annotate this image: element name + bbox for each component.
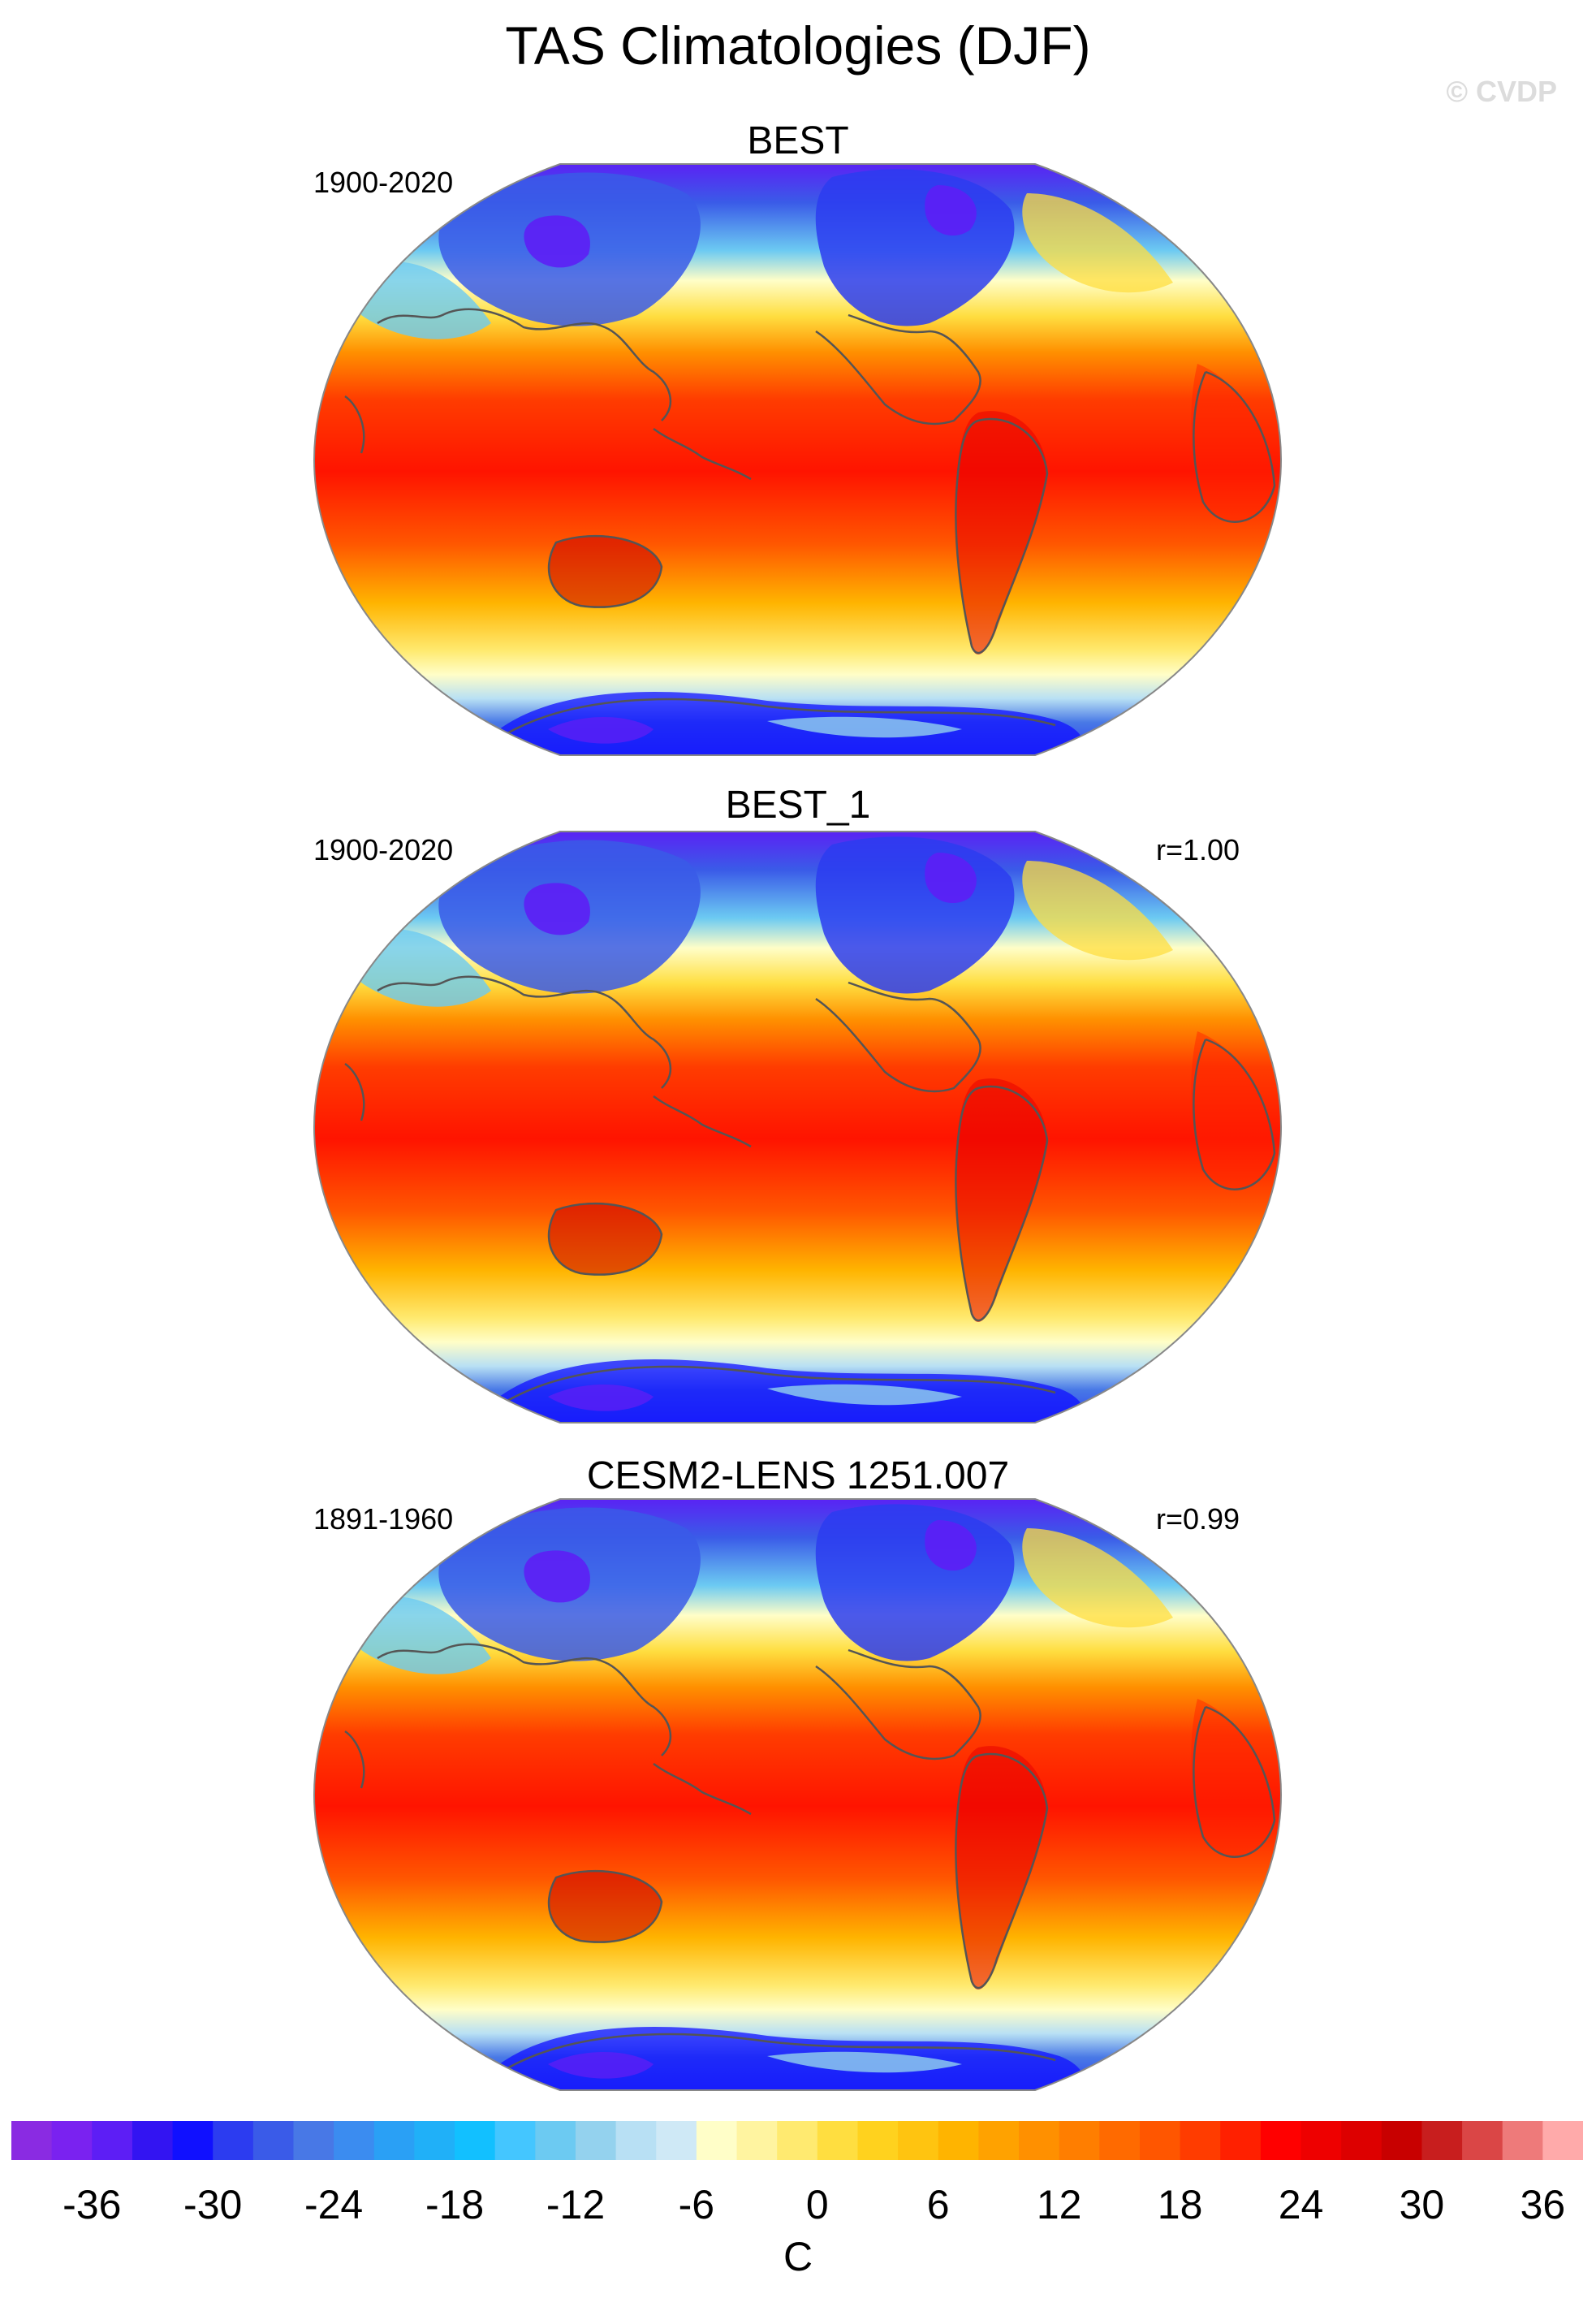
colorbar-box xyxy=(455,2121,496,2160)
colorbar-box xyxy=(334,2121,375,2160)
colorbar-box xyxy=(535,2121,576,2160)
colorbar-tick-label: 0 xyxy=(805,2182,829,2227)
colorbar-box xyxy=(575,2121,617,2160)
colorbar-box xyxy=(1260,2121,1302,2160)
colorbar-box xyxy=(1542,2121,1583,2160)
panel-period-cesm2: 1891-1960 xyxy=(313,1502,454,1536)
colorbar-tick-label: -12 xyxy=(546,2182,606,2227)
cvdp-watermark: © CVDP xyxy=(1446,75,1557,108)
colorbar-box xyxy=(696,2121,738,2160)
map-panel-best xyxy=(313,161,1283,758)
figure-title: TAS Climatologies (DJF) xyxy=(505,15,1091,76)
colorbar-box xyxy=(1462,2121,1503,2160)
colorbar-box xyxy=(11,2121,53,2160)
colorbar-box xyxy=(938,2121,979,2160)
colorbar-box xyxy=(293,2121,334,2160)
colorbar-box xyxy=(777,2121,818,2160)
colorbar-tick-label: 36 xyxy=(1520,2182,1566,2227)
colorbar-box xyxy=(494,2121,536,2160)
colorbar-box xyxy=(1059,2121,1100,2160)
panel-title-best: BEST xyxy=(747,119,849,162)
colorbar-box xyxy=(1099,2121,1141,2160)
colorbar-box xyxy=(1502,2121,1543,2160)
colorbar-box xyxy=(1139,2121,1181,2160)
colorbar-box xyxy=(213,2121,254,2160)
colorbar-tick-label: -24 xyxy=(304,2182,364,2227)
colorbar-tick-label: 12 xyxy=(1036,2182,1082,2227)
colorbar-box xyxy=(1421,2121,1463,2160)
colorbar-tick-label: -36 xyxy=(63,2182,122,2227)
colorbar-box xyxy=(1019,2121,1060,2160)
colorbar-box xyxy=(252,2121,294,2160)
colorbar-tick-label: 6 xyxy=(926,2182,950,2227)
colorbar-tick-label: 18 xyxy=(1157,2182,1203,2227)
colorbar-tick-label: -30 xyxy=(183,2182,243,2227)
colorbar-tick-label: 30 xyxy=(1399,2182,1445,2227)
colorbar-box xyxy=(414,2121,455,2160)
panel-correlation-best-1: r=1.00 xyxy=(1156,833,1240,866)
colorbar-units: C xyxy=(783,2234,813,2279)
colorbar-box xyxy=(817,2121,858,2160)
map-panel-best-1 xyxy=(313,828,1283,1426)
colorbar-box xyxy=(898,2121,939,2160)
colorbar-box xyxy=(857,2121,899,2160)
colorbar-box xyxy=(132,2121,174,2160)
colorbar-box xyxy=(615,2121,657,2160)
map-panel-cesm2 xyxy=(313,1496,1283,2093)
panel-period-best-1: 1900-2020 xyxy=(313,833,454,866)
panel-period-best: 1900-2020 xyxy=(313,166,454,199)
colorbar-box xyxy=(92,2121,133,2160)
colorbar-box xyxy=(1381,2121,1422,2160)
panel-title-best-1: BEST_1 xyxy=(725,784,871,827)
colorbar-box xyxy=(736,2121,778,2160)
panel-title-cesm2: CESM2-LENS 1251.007 xyxy=(586,1454,1010,1497)
colorbar-tick-label: 24 xyxy=(1278,2182,1324,2227)
colorbar-box xyxy=(1180,2121,1221,2160)
colorbar-box xyxy=(51,2121,93,2160)
colorbar xyxy=(11,2121,1583,2160)
colorbar-box xyxy=(373,2121,415,2160)
colorbar-tick-label: -6 xyxy=(678,2182,715,2227)
panel-correlation-cesm2: r=0.99 xyxy=(1156,1502,1240,1536)
colorbar-box xyxy=(1341,2121,1382,2160)
colorbar-box xyxy=(172,2121,214,2160)
colorbar-box xyxy=(1220,2121,1262,2160)
colorbar-tick-label: -18 xyxy=(425,2182,485,2227)
colorbar-box xyxy=(656,2121,697,2160)
colorbar-box xyxy=(1301,2121,1342,2160)
colorbar-box xyxy=(978,2121,1020,2160)
